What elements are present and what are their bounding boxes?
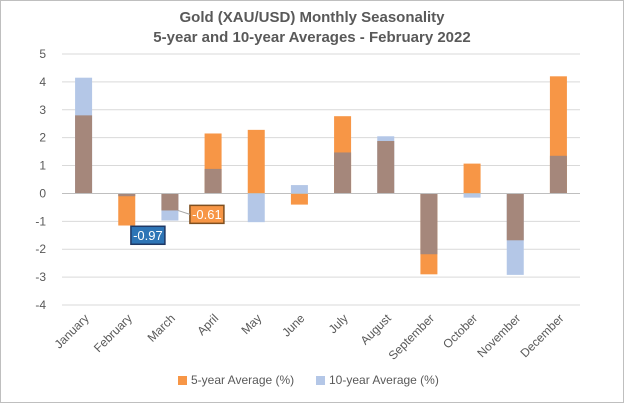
bar-10yr-june	[290, 185, 308, 194]
bar-overlap-march	[161, 193, 179, 211]
y-tick-label: 4	[39, 75, 46, 89]
y-tick-label: -2	[35, 242, 46, 256]
x-tick-label: February	[91, 311, 135, 355]
legend-swatch	[178, 376, 187, 385]
bar-5yr-may	[247, 129, 265, 194]
y-tick-label: 5	[39, 47, 46, 61]
chart-title: Gold (XAU/USD) Monthly Seasonality	[179, 9, 445, 26]
bar-february	[118, 193, 136, 226]
callout-10yr-box	[130, 225, 166, 246]
y-tick-label: -1	[35, 214, 46, 228]
bar-overlap-february	[118, 193, 136, 197]
bar-5yr-june	[290, 193, 308, 205]
bar-overlap-august	[377, 141, 395, 194]
y-tick-label: 0	[39, 186, 46, 200]
y-tick-label: 2	[39, 131, 46, 145]
y-tick-label: -3	[35, 270, 46, 284]
chart-subtitle: 5-year and 10-year Averages - February 2…	[153, 29, 471, 46]
x-tick-label: September	[386, 311, 437, 362]
x-tick-label: October	[440, 311, 480, 351]
bar-5yr-october	[463, 163, 481, 194]
bar-overlap-january	[75, 115, 93, 194]
x-tick-label: April	[194, 311, 221, 338]
legend-label: 5-year Average (%)	[191, 373, 294, 387]
y-tick-label: -4	[35, 298, 46, 312]
y-tick-label: 3	[39, 103, 46, 117]
x-tick-label: November	[474, 311, 523, 360]
x-tick-label: January	[52, 311, 92, 351]
legend-label: 10-year Average (%)	[329, 373, 439, 387]
y-tick-label: 1	[39, 159, 46, 173]
bar-overlap-april	[204, 168, 222, 194]
callout-5yr-label: -0.61	[192, 207, 222, 222]
bar-10yr-october	[463, 193, 481, 198]
x-tick-label: March	[145, 311, 178, 344]
callout-5yr-leader	[177, 209, 191, 215]
x-tick-label: August	[358, 311, 395, 348]
x-tick-label: June	[279, 311, 308, 340]
bar-overlap-september	[420, 193, 438, 255]
x-tick-label: May	[238, 311, 264, 337]
callout-10yr-label: -0.97	[133, 228, 163, 243]
bar-10yr-may	[247, 193, 265, 223]
x-tick-label: December	[517, 311, 566, 360]
chart-title-block: Gold (XAU/USD) Monthly Seasonality 5-yea…	[0, 8, 624, 48]
bar-overlap-july	[334, 152, 352, 194]
bar-overlap-december	[549, 155, 567, 194]
legend-swatch	[316, 376, 325, 385]
x-tick-label: July	[326, 311, 351, 336]
bar-overlap-november	[506, 193, 524, 241]
